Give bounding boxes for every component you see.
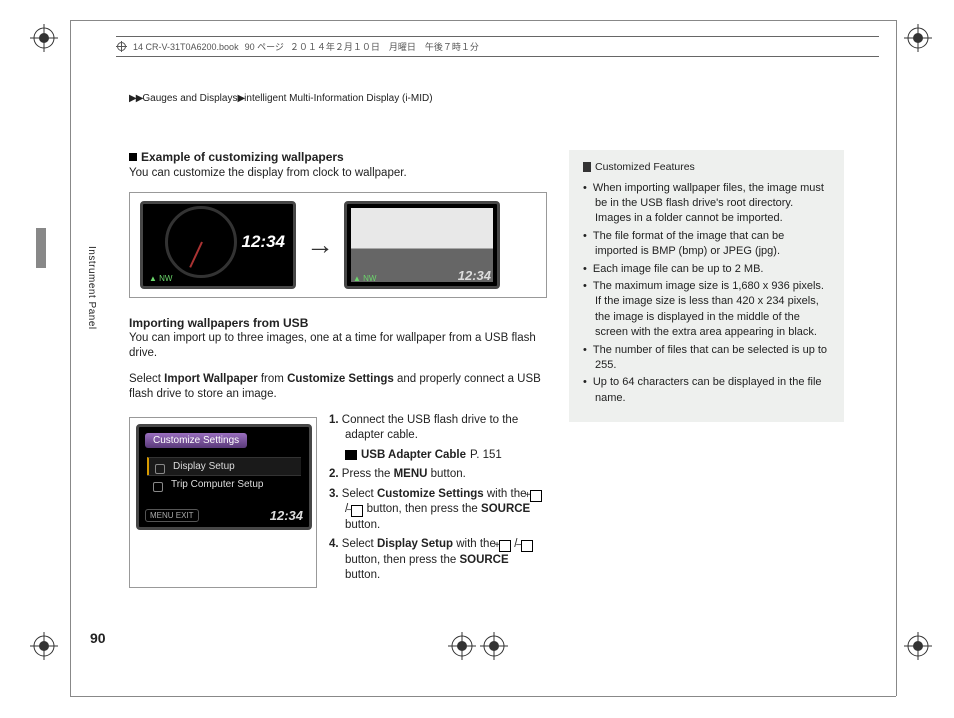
book-icon <box>345 450 357 460</box>
sidebar-box: Customized Features When importing wallp… <box>569 150 844 422</box>
crop-mark-icon <box>904 632 932 660</box>
exit-label: MENU EXIT <box>145 509 199 522</box>
crop-mark-icon <box>30 24 58 52</box>
breadcrumb-l1: Gauges and Displays <box>142 93 237 104</box>
clock-screen-illustration: 12:34 ▲ NW <box>140 201 296 289</box>
target-icon <box>116 41 127 52</box>
t: Select <box>129 373 164 385</box>
side-tab <box>36 228 46 268</box>
side-section-label: Instrument Panel <box>86 246 97 330</box>
sidebar-item: When importing wallpaper files, the imag… <box>583 181 830 227</box>
minus-icon: − <box>521 540 533 552</box>
t: from <box>258 373 287 385</box>
sidebar-item: The maximum image size is 1,680 x 936 pi… <box>583 279 830 341</box>
t: Customize Settings <box>377 488 484 500</box>
t: Select <box>339 488 377 500</box>
ref-label: USB Adapter Cable <box>361 448 466 464</box>
compass-dir: ▲ NW <box>353 274 376 283</box>
t: button. <box>427 468 465 480</box>
step-3: 3. Select Customize Settings with the + … <box>329 487 547 534</box>
t: SOURCE <box>459 554 508 566</box>
n: 4. <box>329 538 339 550</box>
menu-item-display-setup: Display Setup <box>147 457 301 475</box>
t: with the <box>484 488 530 500</box>
t: MENU <box>394 468 428 480</box>
clock-time: 12:34 <box>458 268 491 283</box>
header-page: 90 ページ <box>245 40 284 53</box>
header-date: ２０１４年２月１０日 月曜日 午後７時１分 <box>290 40 479 53</box>
plus-icon: + <box>530 490 542 502</box>
section-title-text: Example of customizing wallpapers <box>141 150 344 164</box>
compass-dir: ▲ NW <box>149 274 172 283</box>
breadcrumb: ▶▶Gauges and Displays▶intelligent Multi-… <box>129 93 433 104</box>
t: Import Wallpaper <box>164 373 258 385</box>
intro-text: You can customize the display from clock… <box>129 166 547 182</box>
n: 2. <box>329 468 339 480</box>
clock-time: 12:34 <box>270 508 303 523</box>
header-filename: 14 CR-V-31T0A6200.book <box>133 42 239 52</box>
section-title: Example of customizing wallpapers <box>129 150 547 164</box>
clock-time: 12:34 <box>242 232 285 252</box>
crop-mark-icon <box>448 632 476 660</box>
crop-mark-icon <box>480 632 508 660</box>
sidebar-item: Each image file can be up to 2 MB. <box>583 262 830 277</box>
page-number: 90 <box>90 630 106 646</box>
crop-mark-icon <box>904 24 932 52</box>
sub-intro-2: Select Import Wallpaper from Customize S… <box>129 372 547 403</box>
sidebar-title-text: Customized Features <box>595 160 695 175</box>
t: Display Setup <box>377 538 453 550</box>
breadcrumb-l2: intelligent Multi-Information Display (i… <box>244 93 432 104</box>
t: Customize Settings <box>287 373 394 385</box>
t: SOURCE <box>481 503 530 515</box>
sidebar-item: The file format of the image that can be… <box>583 229 830 260</box>
sidebar-item: The number of files that can be selected… <box>583 343 830 374</box>
t: Press the <box>339 468 394 480</box>
sidebar-title: Customized Features <box>583 160 830 175</box>
breadcrumb-arrow-icon: ▶▶ <box>129 93 142 104</box>
t: with the <box>453 538 499 550</box>
t: button. <box>345 519 380 531</box>
crop-mark-icon <box>30 632 58 660</box>
step-4: 4. Select Display Setup with the + / − b… <box>329 537 547 584</box>
sub-intro: You can import up to three images, one a… <box>129 331 547 362</box>
info-icon <box>583 162 591 172</box>
wallpaper-screen-illustration: ▲ NW 12:34 <box>344 201 500 289</box>
square-bullet-icon <box>129 153 137 161</box>
n: 1. <box>329 414 339 426</box>
t: button. <box>345 569 380 581</box>
header-meta: 14 CR-V-31T0A6200.book 90 ページ ２０１４年２月１０日… <box>116 36 879 57</box>
ref-page: P. 151 <box>470 448 502 464</box>
settings-screen-box: Customize Settings Display Setup Trip Co… <box>129 417 317 588</box>
minus-icon: − <box>351 505 363 517</box>
arrow-right-icon: → <box>306 229 334 261</box>
n: 3. <box>329 488 339 500</box>
t: Select <box>339 538 377 550</box>
step-1: 1. Connect the USB flash drive to the ad… <box>329 413 547 444</box>
sidebar-item: Up to 64 characters can be displayed in … <box>583 375 830 406</box>
display-example-row: 12:34 ▲ NW → ▲ NW 12:34 <box>129 192 547 298</box>
t: Connect the USB flash drive to the adapt… <box>339 414 519 442</box>
subheading: Importing wallpapers from USB <box>129 316 547 330</box>
t: button, then press the <box>363 503 481 515</box>
settings-title: Customize Settings <box>145 433 247 448</box>
t: button, then press the <box>345 554 459 566</box>
cross-ref: USB Adapter Cable P. 151 <box>329 448 547 464</box>
step-2: 2. Press the MENU button. <box>329 467 547 483</box>
menu-item-trip-computer: Trip Computer Setup <box>147 475 301 493</box>
plus-icon: + <box>499 540 511 552</box>
